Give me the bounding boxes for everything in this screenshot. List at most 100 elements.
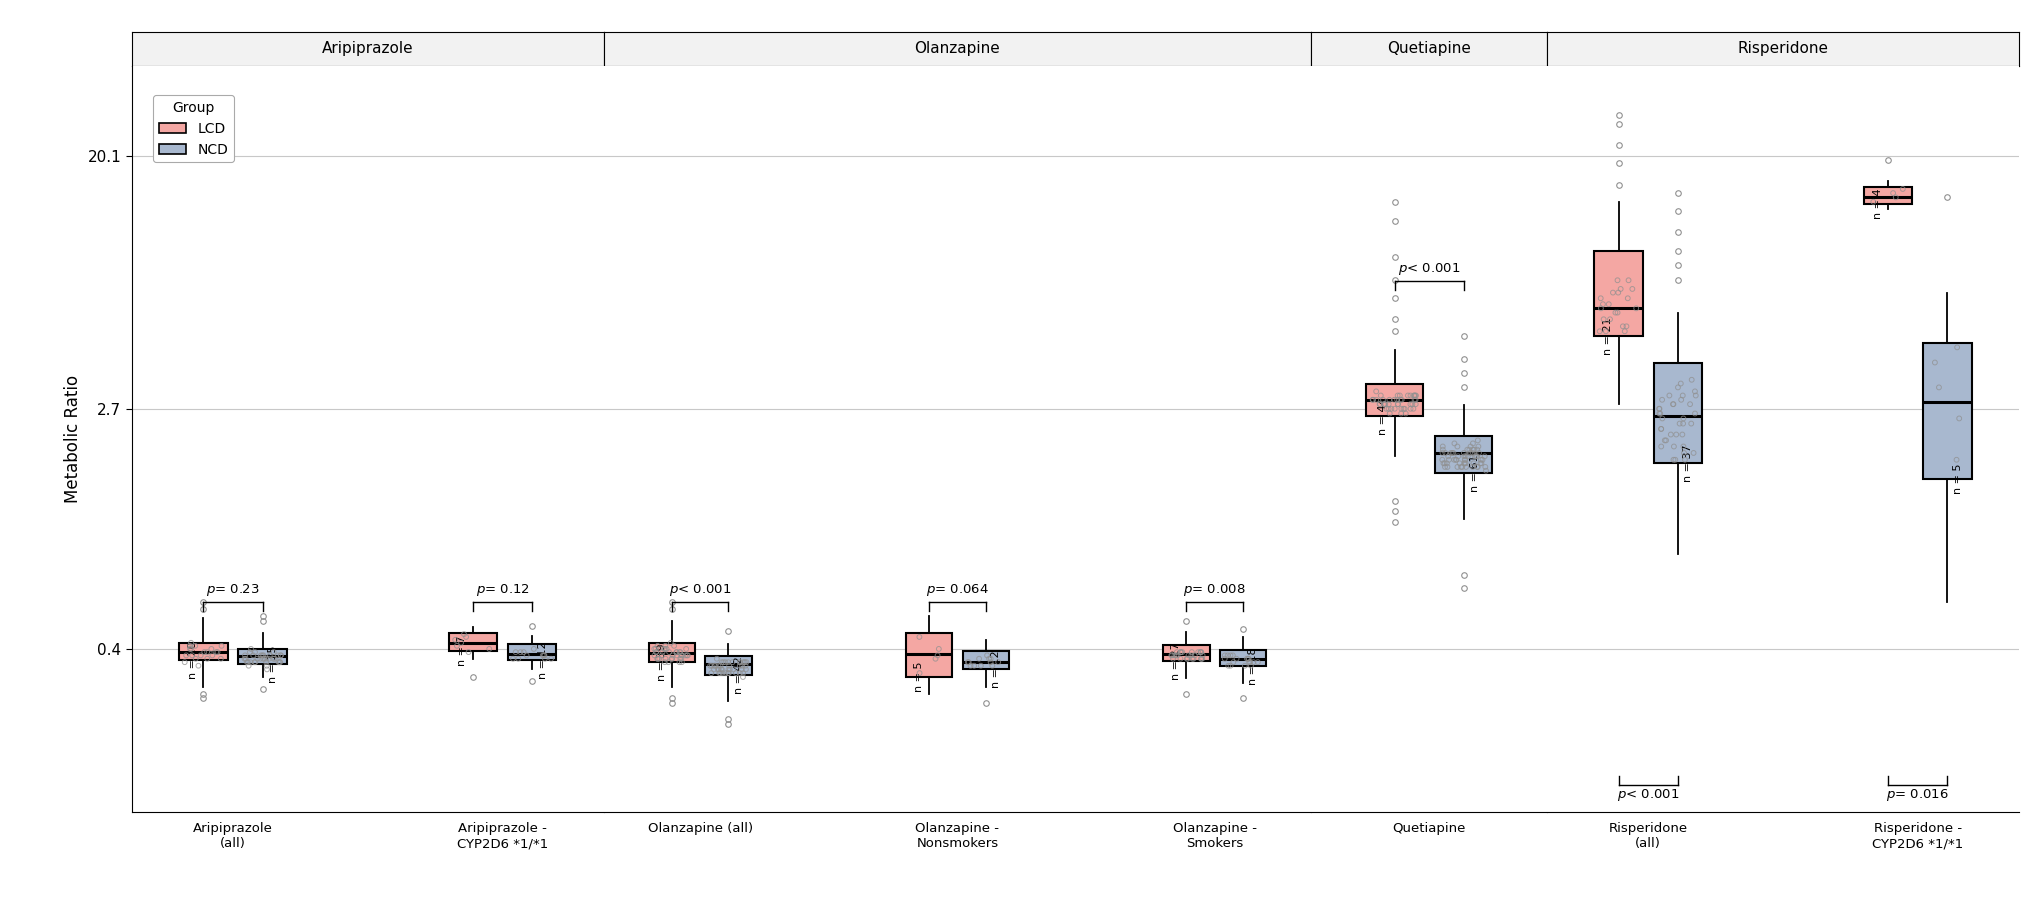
- Point: [663, 644, 696, 659]
- Point: [1583, 324, 1615, 339]
- Point: [444, 635, 477, 650]
- Point: [1185, 652, 1217, 666]
- Point: [1457, 445, 1489, 460]
- Point: [903, 630, 935, 644]
- Point: [250, 658, 282, 673]
- Point: [726, 662, 759, 677]
- Point: [1664, 416, 1696, 431]
- Point: [1646, 392, 1678, 407]
- Text: Risperidone: Risperidone: [1737, 41, 1828, 56]
- Point: [1390, 406, 1422, 420]
- Point: [1617, 282, 1650, 297]
- Point: [1177, 652, 1209, 666]
- Point: [1457, 442, 1489, 457]
- Point: [666, 652, 698, 666]
- Point: [177, 648, 209, 663]
- Point: [1368, 397, 1400, 411]
- Point: [1593, 297, 1625, 311]
- Point: [1217, 655, 1250, 669]
- Point: [1232, 652, 1264, 666]
- Point: [511, 648, 544, 663]
- Point: [191, 652, 223, 666]
- Point: [700, 652, 732, 666]
- Point: [1357, 392, 1390, 407]
- Point: [1386, 401, 1418, 416]
- Point: [651, 642, 684, 656]
- Point: [952, 655, 984, 669]
- Bar: [649, 643, 696, 662]
- Point: [1451, 460, 1483, 475]
- Point: [250, 655, 282, 669]
- Point: [1384, 388, 1416, 403]
- Point: [1465, 456, 1497, 471]
- Point: [712, 655, 745, 669]
- Point: [1396, 397, 1428, 411]
- Point: [1923, 380, 1956, 395]
- Point: [1392, 388, 1424, 403]
- Point: [1666, 388, 1698, 403]
- Point: [641, 652, 674, 666]
- Point: [1919, 355, 1952, 370]
- Point: [1437, 445, 1469, 460]
- Bar: [1163, 645, 1209, 662]
- Point: [1384, 392, 1416, 407]
- Point: [1646, 411, 1678, 426]
- Point: [649, 642, 682, 656]
- Point: [1643, 406, 1676, 420]
- Point: [1469, 449, 1501, 464]
- Point: [1372, 401, 1404, 416]
- Point: [663, 652, 696, 666]
- Point: [1449, 449, 1481, 464]
- Point: [1426, 442, 1459, 457]
- Point: [1382, 392, 1414, 407]
- Point: [1668, 416, 1700, 431]
- Point: [1171, 652, 1203, 666]
- Point: [712, 658, 745, 673]
- Point: [1585, 301, 1617, 316]
- Point: [1664, 376, 1696, 391]
- Point: [964, 658, 996, 673]
- Point: [726, 658, 759, 673]
- Point: [1449, 453, 1481, 467]
- Text: $\it{p}$= 0.23: $\it{p}$= 0.23: [207, 582, 260, 598]
- Point: [1368, 392, 1400, 407]
- Point: [1646, 421, 1678, 436]
- Point: [1363, 397, 1396, 411]
- Point: [1457, 460, 1489, 475]
- Point: [473, 642, 505, 656]
- Point: [651, 655, 684, 669]
- Point: [1857, 195, 1889, 209]
- Point: [1662, 380, 1694, 395]
- Point: [1439, 436, 1471, 451]
- Text: $\it{p}$= 0.016: $\it{p}$= 0.016: [1887, 788, 1950, 803]
- Point: [264, 655, 296, 669]
- Point: [250, 652, 282, 666]
- Point: [1439, 453, 1471, 467]
- Point: [637, 642, 670, 656]
- Point: [1171, 652, 1203, 666]
- Point: [264, 655, 296, 669]
- Point: [982, 655, 1014, 669]
- Text: n = 35: n = 35: [268, 645, 278, 683]
- Point: [1213, 658, 1246, 673]
- Point: [708, 655, 741, 669]
- Point: [499, 644, 532, 659]
- Text: $\it{p}$< 0.001: $\it{p}$< 0.001: [1398, 261, 1461, 276]
- Point: [231, 655, 264, 669]
- Point: [663, 644, 696, 659]
- Text: Quetiapine: Quetiapine: [1388, 41, 1471, 56]
- Point: [1398, 388, 1430, 403]
- Point: [1213, 648, 1246, 663]
- Point: [716, 662, 749, 677]
- Point: [1443, 449, 1475, 464]
- Point: [241, 652, 274, 666]
- Point: [666, 648, 698, 663]
- Text: $\it{p}$= 0.12: $\it{p}$= 0.12: [475, 582, 530, 598]
- Point: [1453, 445, 1485, 460]
- Point: [647, 644, 680, 659]
- Text: n = 27: n = 27: [1171, 643, 1181, 680]
- Point: [1185, 652, 1217, 666]
- Point: [1187, 648, 1219, 663]
- Point: [1388, 401, 1420, 416]
- Point: [1465, 456, 1497, 471]
